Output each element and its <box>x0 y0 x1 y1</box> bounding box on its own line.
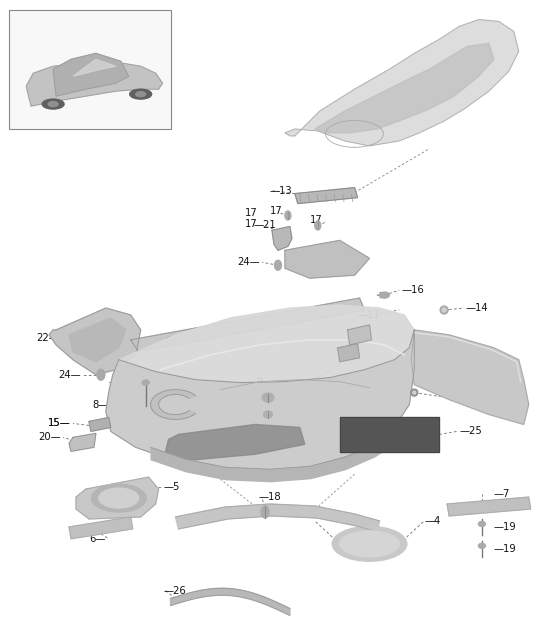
Polygon shape <box>76 477 159 519</box>
Text: —21: —21 <box>253 220 276 230</box>
Ellipse shape <box>264 411 272 418</box>
Ellipse shape <box>307 314 313 318</box>
Text: —25: —25 <box>459 426 482 436</box>
Text: —19: —19 <box>109 377 131 387</box>
Polygon shape <box>338 344 360 362</box>
Bar <box>340 418 439 452</box>
Text: 17: 17 <box>310 215 323 225</box>
Ellipse shape <box>262 393 274 402</box>
Polygon shape <box>53 53 129 96</box>
Ellipse shape <box>479 543 486 548</box>
Text: —7: —7 <box>494 489 510 499</box>
Polygon shape <box>348 325 372 345</box>
Text: —5: —5 <box>164 482 180 492</box>
Text: 8—: 8— <box>93 399 109 409</box>
Ellipse shape <box>411 389 418 396</box>
Text: 6—: 6— <box>89 534 106 544</box>
Text: 17: 17 <box>245 207 258 217</box>
Ellipse shape <box>167 338 173 342</box>
Polygon shape <box>150 389 196 420</box>
Text: —12: —12 <box>272 398 295 408</box>
Ellipse shape <box>136 92 146 97</box>
Polygon shape <box>69 433 96 452</box>
Text: 15—: 15— <box>49 418 71 428</box>
Text: 17: 17 <box>270 205 283 215</box>
Polygon shape <box>49 308 141 375</box>
Ellipse shape <box>340 531 399 557</box>
Ellipse shape <box>142 380 149 385</box>
Text: —11: —11 <box>358 310 380 320</box>
Polygon shape <box>447 497 531 516</box>
Ellipse shape <box>413 391 416 394</box>
Ellipse shape <box>247 324 253 328</box>
Text: 15—: 15— <box>49 418 71 428</box>
Ellipse shape <box>275 260 281 270</box>
Polygon shape <box>295 188 358 203</box>
Text: 17: 17 <box>245 219 258 229</box>
Polygon shape <box>119 305 414 382</box>
Ellipse shape <box>166 337 175 343</box>
Ellipse shape <box>207 331 213 335</box>
Polygon shape <box>73 59 116 76</box>
Ellipse shape <box>440 306 448 314</box>
Polygon shape <box>285 241 370 278</box>
Text: —18: —18 <box>258 492 281 502</box>
Polygon shape <box>69 517 133 539</box>
Polygon shape <box>272 227 292 251</box>
Ellipse shape <box>285 211 291 220</box>
Polygon shape <box>315 43 494 133</box>
Text: —2: —2 <box>449 392 465 403</box>
Text: —4: —4 <box>424 516 440 526</box>
Ellipse shape <box>479 521 486 526</box>
Text: —23: —23 <box>107 333 130 343</box>
Ellipse shape <box>99 488 138 508</box>
Text: —10: —10 <box>247 414 270 425</box>
Ellipse shape <box>92 484 146 512</box>
Ellipse shape <box>245 323 255 329</box>
Text: 20—: 20— <box>39 432 61 442</box>
Text: 22—: 22— <box>37 333 59 343</box>
Text: 24—: 24— <box>58 370 81 380</box>
Text: —13: —13 <box>270 186 293 196</box>
Ellipse shape <box>305 313 315 319</box>
Ellipse shape <box>205 330 215 336</box>
Ellipse shape <box>261 506 269 518</box>
Ellipse shape <box>130 89 152 99</box>
Polygon shape <box>69 318 126 362</box>
Polygon shape <box>26 62 162 106</box>
Polygon shape <box>166 425 305 461</box>
Text: —9: —9 <box>247 377 263 387</box>
Bar <box>9 9 171 129</box>
Polygon shape <box>106 330 414 471</box>
Text: —26: —26 <box>164 585 186 595</box>
Ellipse shape <box>315 221 321 230</box>
Ellipse shape <box>42 99 64 109</box>
Ellipse shape <box>48 102 58 107</box>
Ellipse shape <box>379 292 389 298</box>
Ellipse shape <box>97 369 105 380</box>
Text: —1: —1 <box>464 353 480 363</box>
Text: —19: —19 <box>494 522 517 532</box>
Text: —19: —19 <box>494 544 517 554</box>
Text: 24—: 24— <box>238 257 260 268</box>
Polygon shape <box>171 588 290 615</box>
Polygon shape <box>285 19 519 146</box>
Ellipse shape <box>442 308 446 312</box>
Text: —14: —14 <box>466 303 489 313</box>
Text: —16: —16 <box>401 285 424 295</box>
Polygon shape <box>411 330 529 425</box>
Polygon shape <box>89 418 111 431</box>
Polygon shape <box>131 298 365 352</box>
Ellipse shape <box>332 526 407 561</box>
Polygon shape <box>175 504 379 532</box>
Text: —3: —3 <box>474 370 490 380</box>
